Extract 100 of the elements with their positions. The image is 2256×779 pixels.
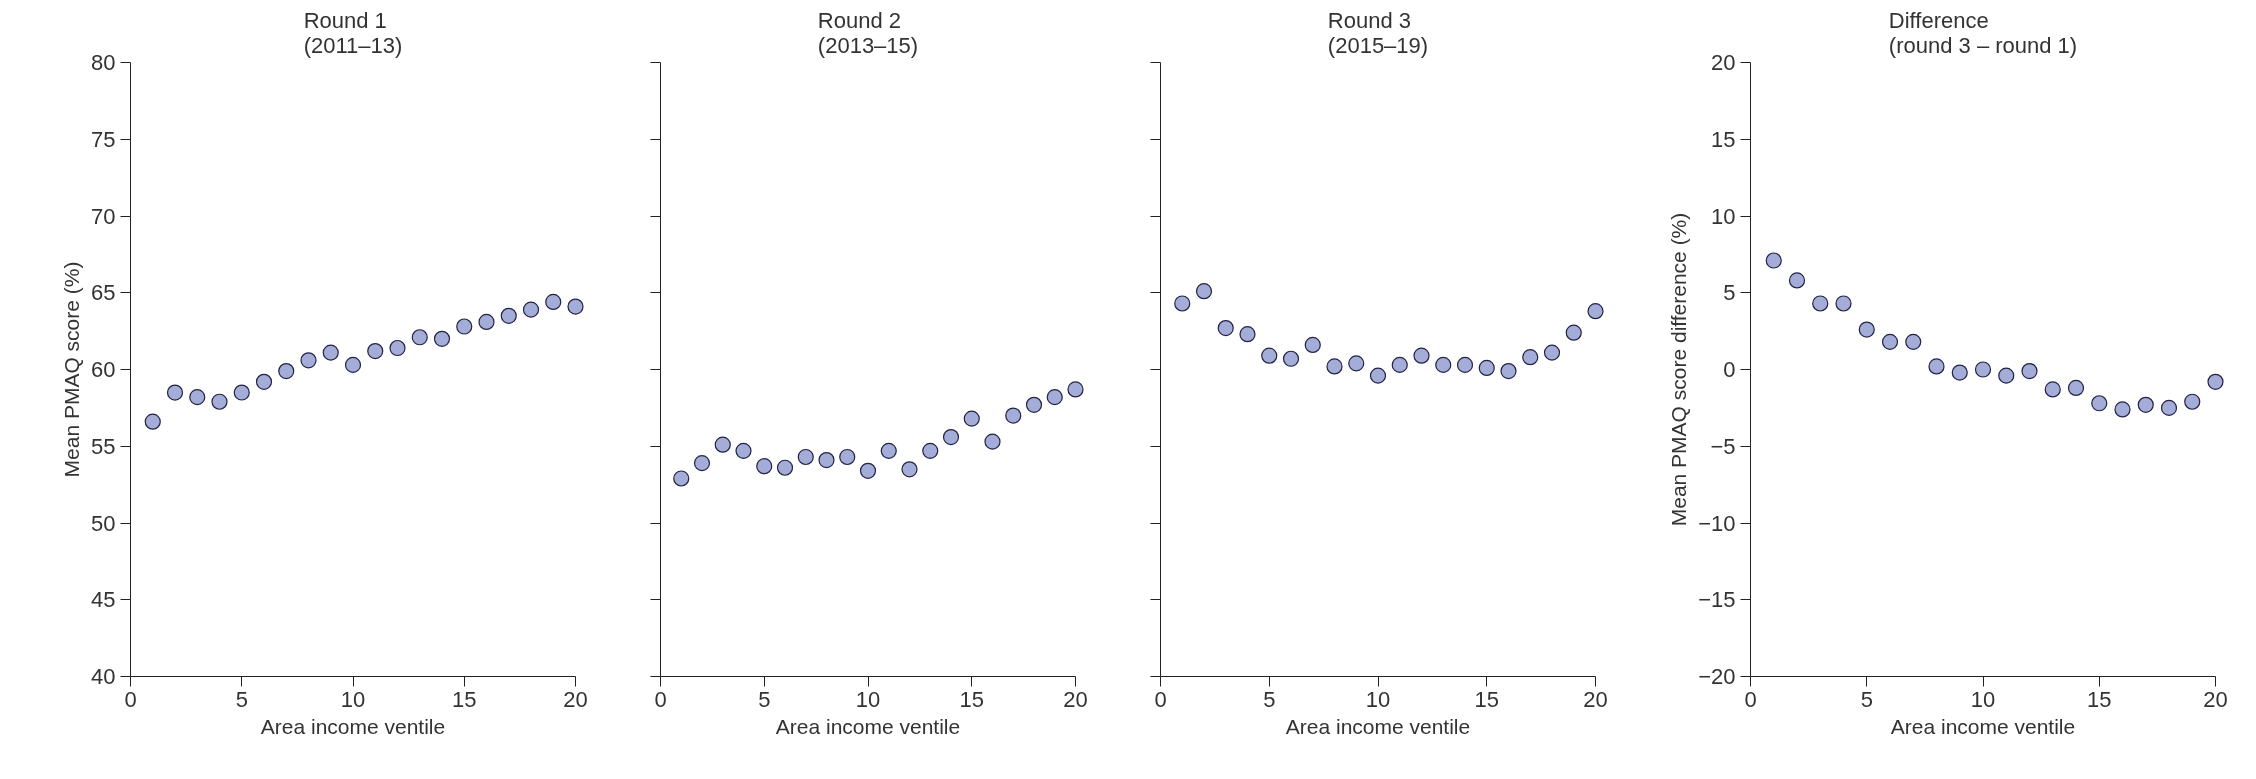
point: [389, 339, 406, 357]
x-tick-label: 15: [2087, 686, 2112, 712]
point: [2067, 379, 2085, 397]
x-axis-title: Area income ventile: [1890, 714, 2076, 738]
x-tick-label: 15: [452, 686, 477, 712]
y-tick-label: 65: [91, 280, 116, 306]
point: [2021, 362, 2038, 380]
point: [1046, 389, 1063, 406]
point: [942, 428, 960, 446]
point: [2184, 393, 2201, 410]
y-tick-label: 0: [1723, 357, 1736, 382]
point: [278, 362, 295, 380]
x-tick-label: 10: [855, 686, 881, 712]
point: [255, 373, 273, 390]
point: [756, 458, 773, 475]
y-tick-label: 20: [1711, 50, 1736, 75]
point: [1261, 347, 1278, 364]
x-tick-label: 0: [124, 686, 137, 712]
x-tick-label: 20: [2203, 686, 2228, 712]
point: [1905, 333, 1922, 350]
point: [233, 384, 250, 401]
y-tick-label: 55: [91, 433, 116, 459]
point: [522, 301, 540, 318]
point: [1478, 359, 1495, 377]
y-tick-label: 50: [91, 510, 116, 536]
chart-title: Difference (round 3 – round 1): [1888, 7, 2078, 58]
x-tick-label: 5: [235, 686, 248, 712]
point: [901, 461, 918, 478]
point: [1998, 367, 2015, 384]
point: [1788, 272, 1806, 289]
x-tick-label: 10: [1365, 686, 1391, 712]
point: [1174, 295, 1191, 312]
point: [2044, 381, 2061, 398]
x-tick-label: 20: [563, 686, 588, 712]
y-tick-label: −20: [1698, 664, 1736, 689]
y-axis-title: Mean PMAQ score (%): [60, 261, 84, 478]
point: [1587, 303, 1604, 320]
point: [1456, 356, 1474, 373]
point: [1928, 358, 1945, 375]
point: [984, 433, 1001, 450]
y-tick-label: 45: [91, 587, 116, 613]
point: [1543, 344, 1561, 361]
x-tick-label: 0: [1154, 686, 1167, 712]
point: [1005, 407, 1022, 424]
point: [1413, 347, 1430, 364]
point: [144, 413, 161, 430]
point: [693, 455, 711, 472]
point: [211, 393, 228, 410]
point: [880, 442, 897, 459]
y-tick-label: −15: [1698, 587, 1736, 613]
x-tick-label: 5: [1263, 686, 1276, 712]
y-tick-label: 15: [1711, 126, 1736, 152]
x-tick-label: 10: [340, 686, 366, 712]
point: [344, 356, 362, 373]
point: [673, 470, 690, 487]
point: [735, 442, 752, 459]
chart-title: Round 3 (2015–19): [1327, 7, 1429, 58]
point: [545, 293, 562, 311]
point: [567, 298, 584, 315]
point: [1025, 396, 1043, 413]
x-tick-label: 0: [654, 686, 667, 712]
point: [1835, 295, 1852, 312]
x-tick-label: 15: [959, 686, 984, 712]
point: [2137, 396, 2154, 413]
y-tick-label: −10: [1698, 510, 1736, 536]
y-tick-label: 5: [1723, 280, 1736, 306]
point: [1765, 252, 1782, 269]
point: [1812, 295, 1829, 312]
point: [1391, 356, 1408, 373]
point: [2114, 401, 2131, 418]
point: [189, 389, 206, 406]
point: [1326, 358, 1343, 375]
y-tick-label: 40: [91, 664, 116, 689]
x-tick-label: 0: [1744, 686, 1757, 712]
point: [500, 307, 517, 324]
point: [714, 436, 731, 453]
point: [322, 344, 339, 361]
point: [1974, 361, 1992, 378]
y-tick-label: 80: [91, 50, 116, 75]
x-axis-title: Area income ventile: [1285, 714, 1471, 738]
x-tick-label: 5: [1860, 686, 1873, 712]
x-tick-label: 20: [1583, 686, 1608, 712]
point: [166, 384, 184, 401]
point: [456, 318, 473, 335]
point: [2160, 399, 2178, 416]
point: [1435, 356, 1452, 373]
point: [433, 330, 451, 347]
point: [922, 442, 939, 459]
point: [1348, 355, 1365, 372]
x-tick-label: 15: [1474, 686, 1499, 712]
point: [411, 329, 428, 346]
y-tick-label: 10: [1711, 203, 1736, 229]
y-tick-label: 70: [91, 203, 116, 229]
point: [1500, 362, 1517, 380]
point: [300, 352, 317, 369]
point: [776, 459, 794, 476]
x-tick-label: 5: [758, 686, 771, 712]
y-axis-title: Mean PMAQ score difference (%): [1667, 212, 1691, 527]
point: [1369, 367, 1387, 384]
point: [1951, 364, 1968, 381]
